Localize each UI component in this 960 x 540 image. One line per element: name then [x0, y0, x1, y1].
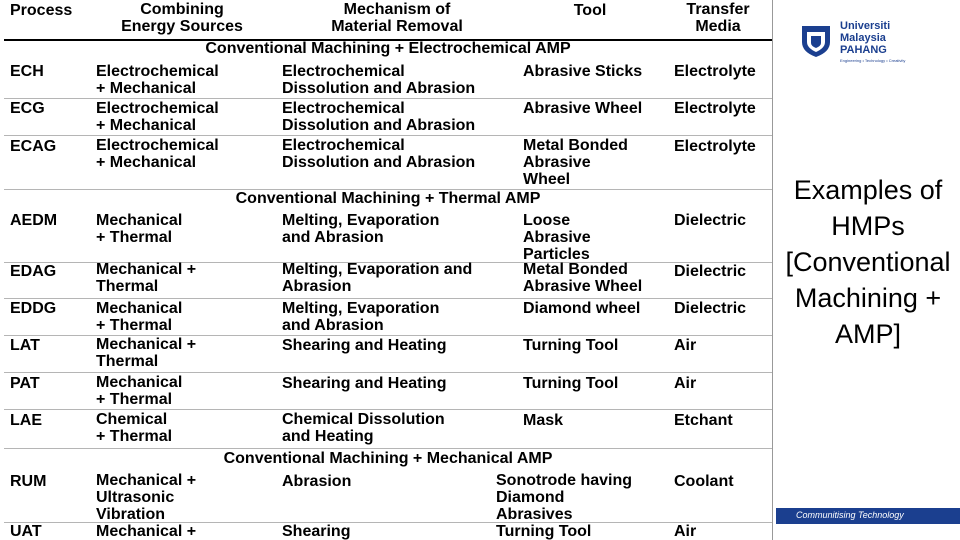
cell-mechanism: Melting, Evaporation and Abrasion [282, 261, 473, 295]
footer-band: Communitising Technology [776, 508, 960, 524]
cell-media: Air [674, 375, 697, 392]
cell-process: PAT [10, 375, 40, 392]
cell-media: Air [674, 523, 697, 540]
header-rule [4, 39, 772, 41]
header-tool: Tool [573, 2, 607, 19]
cell-process: ECH [10, 63, 44, 80]
cell-process: LAT [10, 337, 40, 354]
logo-tagline: Engineering • Technology • Creativity [840, 58, 906, 63]
header-process: Process [10, 2, 73, 19]
cell-media: Electrolyte [674, 100, 756, 117]
hmp-table [4, 0, 773, 540]
header-combining-energy: Combining Energy Sources [121, 1, 243, 35]
header-mechanism: Mechanism of Material Removal [331, 1, 463, 35]
footer-slogan: Communitising Technology [796, 510, 904, 520]
cell-tool: Metal Bonded Abrasive Wheel [523, 261, 643, 295]
cell-media: Coolant [674, 473, 734, 490]
cell-energy: Chemical + Thermal [96, 411, 173, 445]
cell-process: ECG [10, 100, 45, 117]
cell-tool: Loose Abrasive Particles [523, 212, 591, 263]
cell-energy: Electrochemical + Mechanical [96, 137, 219, 171]
cell-process: ECAG [10, 138, 57, 155]
cell-media: Dielectric [674, 300, 747, 317]
cell-mechanism: Abrasion [282, 473, 352, 490]
section-title: Conventional Machining + Mechanical AMP [223, 450, 553, 467]
cell-mechanism: Shearing and Heating [282, 337, 447, 354]
cell-energy: Mechanical + [96, 523, 197, 540]
cell-energy: Mechanical + Thermal [96, 336, 197, 370]
cell-energy: Electrochemical + Mechanical [96, 100, 219, 134]
section-title: Conventional Machining + Thermal AMP [235, 190, 541, 207]
cell-mechanism: Electrochemical Dissolution and Abrasion [282, 63, 476, 97]
cell-process: EDDG [10, 300, 57, 317]
cell-energy: Mechanical + Thermal [96, 300, 183, 334]
cell-media: Dielectric [674, 263, 747, 280]
cell-process: EDAG [10, 263, 57, 280]
slide-side-title: Examples of HMPs [Conventional Machining… [785, 175, 951, 349]
cell-tool: Sonotrode having Diamond Abrasives [496, 472, 632, 523]
cell-tool: Turning Tool [523, 337, 619, 354]
cell-energy: Mechanical + Thermal [96, 212, 183, 246]
cell-media: Electrolyte [674, 138, 756, 155]
cell-mechanism: Melting, Evaporation and Abrasion [282, 212, 440, 246]
cell-mechanism: Shearing and Heating [282, 375, 447, 392]
cell-tool: Abrasive Wheel [523, 100, 643, 117]
cell-media: Air [674, 337, 697, 354]
cell-process: LAE [10, 412, 42, 429]
cell-mechanism: Electrochemical Dissolution and Abrasion [282, 137, 476, 171]
cell-process: RUM [10, 473, 47, 490]
cell-energy: Mechanical + Thermal [96, 261, 197, 295]
cell-tool: Abrasive Sticks [523, 63, 643, 80]
cell-media: Dielectric [674, 212, 747, 229]
cell-energy: Mechanical + Thermal [96, 374, 183, 408]
cell-media: Etchant [674, 412, 733, 429]
cell-tool: Turning Tool [523, 375, 619, 392]
cell-energy: Mechanical + Ultrasonic Vibration [96, 472, 197, 523]
cell-tool: Metal Bonded Abrasive Wheel [523, 137, 628, 188]
section-title: Conventional Machining + Electrochemical… [205, 40, 571, 57]
cell-mechanism: Electrochemical Dissolution and Abrasion [282, 100, 476, 134]
cell-tool: Diamond wheel [523, 300, 641, 317]
university-logo: Universiti Malaysia PAHANG Engineering •… [800, 20, 910, 64]
cell-mechanism: Melting, Evaporation and Abrasion [282, 300, 440, 334]
cell-mechanism: Chemical Dissolution and Heating [282, 411, 445, 445]
logo-name: Universiti Malaysia PAHANG [840, 20, 891, 56]
cell-process: AEDM [10, 212, 58, 229]
cell-tool: Mask [523, 412, 564, 429]
cell-media: Electrolyte [674, 63, 756, 80]
cell-mechanism: Shearing [282, 523, 351, 540]
cell-process: UAT [10, 523, 42, 540]
shield-icon [802, 26, 830, 57]
cell-energy: Electrochemical + Mechanical [96, 63, 219, 97]
header-transfer-media: Transfer Media [686, 1, 750, 35]
cell-tool: Turning Tool [496, 523, 592, 540]
